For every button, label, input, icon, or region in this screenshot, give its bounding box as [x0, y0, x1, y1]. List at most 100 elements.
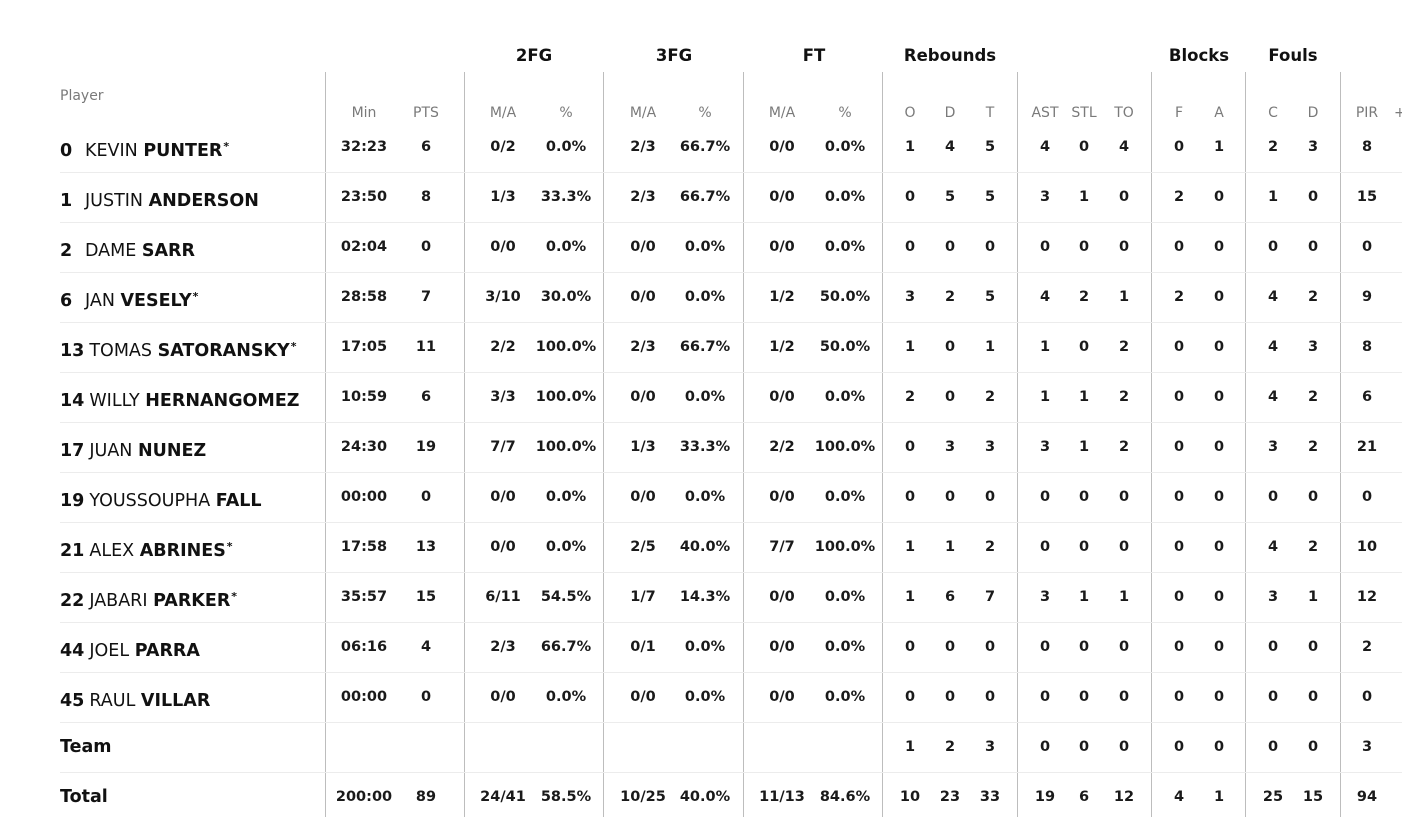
stat-fg2-pct: 100.0% — [535, 389, 597, 405]
stat-reb-d: 6 — [944, 589, 956, 605]
stat-stl: 0 — [1078, 239, 1090, 255]
stat-pir: 6 — [1361, 389, 1373, 405]
stat-stl: 1 — [1078, 189, 1090, 205]
stat-ft-pct: 0.0% — [824, 239, 866, 255]
player-number: 17 — [60, 441, 85, 461]
player-name: 22 JABARI PARKER* — [60, 572, 237, 622]
stat-fg3-ma: 2/3 — [630, 339, 656, 355]
player-last-name: ABRINES — [139, 541, 226, 561]
stat-ft-ma: 0/0 — [769, 189, 795, 205]
stat-ast: 1 — [1039, 389, 1051, 405]
team-row: Team 1 2 3 0 0 0 0 0 0 0 3 — [0, 722, 1402, 772]
stat-blk-f: 0 — [1173, 239, 1185, 255]
stat-pir: 10 — [1356, 539, 1378, 555]
stat-foul-c: 4 — [1267, 389, 1279, 405]
player-first-name: JAN — [85, 291, 115, 311]
stat-blk-f: 0 — [1173, 439, 1185, 455]
column-header-to: TO — [1114, 105, 1134, 121]
stat-reb-d: 2 — [944, 739, 956, 755]
stat-reb-d: 23 — [939, 789, 961, 805]
starter-marker: * — [223, 140, 230, 153]
stat-blk-a: 0 — [1213, 689, 1225, 705]
starter-marker: * — [192, 290, 199, 303]
stat-ast: 4 — [1039, 139, 1051, 155]
stat-foul-d: 0 — [1307, 689, 1319, 705]
stat-blk-a: 0 — [1213, 539, 1225, 555]
table-row: 2 DAME SARR 02:04 0 0/0 0.0% 0/0 0.0% 0/0 0.0% 0 0 0… — [0, 222, 1402, 272]
row-divider — [60, 722, 1402, 723]
player-number: 14 — [60, 391, 85, 411]
stat-fg3-ma: 1/3 — [630, 439, 656, 455]
stat-fg2-ma: 24/41 — [480, 789, 526, 805]
player-number: 21 — [60, 541, 85, 561]
column-header-reb-o: O — [904, 105, 916, 121]
player-number: 13 — [60, 341, 85, 361]
player-last-name: SATORANSKY — [157, 341, 290, 361]
table-row: 21 ALEX ABRINES* 17:58 13 0/0 0.0% 2/5 40.0% 7/7… — [0, 522, 1402, 572]
stat-blk-f: 0 — [1173, 739, 1185, 755]
stat-ast: 0 — [1039, 489, 1051, 505]
player-number: 6 — [60, 291, 73, 311]
table-row: 13 TOMAS SATORANSKY* 17:05 11 2/2 100.0% 2/3 66… — [0, 322, 1402, 372]
stat-reb-o: 10 — [899, 789, 921, 805]
starter-marker: * — [226, 540, 233, 553]
stat-to: 0 — [1118, 689, 1130, 705]
stat-foul-d: 0 — [1307, 239, 1319, 255]
stat-reb-d: 0 — [944, 639, 956, 655]
player-number: 1 — [60, 191, 73, 211]
column-header-pir: PIR — [1355, 105, 1379, 121]
stat-reb-t: 2 — [984, 389, 996, 405]
stat-fg2-pct: 0.0% — [545, 239, 587, 255]
stat-reb-t: 3 — [984, 739, 996, 755]
row-divider — [60, 372, 1402, 373]
stat-blk-a: 1 — [1213, 789, 1225, 805]
stat-blk-f: 0 — [1173, 139, 1185, 155]
player-number: 2 — [60, 241, 73, 261]
stat-reb-d: 0 — [944, 339, 956, 355]
stat-fg2-pct: 100.0% — [535, 339, 597, 355]
stat-reb-d: 0 — [944, 389, 956, 405]
player-name: 13 TOMAS SATORANSKY* — [60, 322, 296, 372]
player-name: 2 DAME SARR — [60, 222, 196, 272]
stat-fg2-pct: 54.5% — [540, 589, 592, 605]
stat-reb-o: 0 — [904, 639, 916, 655]
group-header-ft: FT — [802, 46, 826, 65]
stat-blk-a: 0 — [1213, 189, 1225, 205]
table-row: 14 WILLY HERNANGOMEZ 10:59 6 3/3 100.0% 0/0 0.0… — [0, 372, 1402, 422]
player-first-name: JOEL — [89, 641, 130, 661]
stat-foul-c: 4 — [1267, 339, 1279, 355]
stat-to: 0 — [1118, 239, 1130, 255]
team-label: Team — [60, 722, 112, 772]
stat-blk-f: 2 — [1173, 289, 1185, 305]
stat-blk-a: 0 — [1213, 239, 1225, 255]
stat-stl: 1 — [1078, 439, 1090, 455]
stat-foul-d: 0 — [1307, 189, 1319, 205]
stat-fg2-ma: 0/0 — [490, 539, 516, 555]
stat-ft-pct: 50.0% — [819, 289, 871, 305]
stat-stl: 2 — [1078, 289, 1090, 305]
stat-fg2-ma: 0/2 — [490, 139, 516, 155]
row-divider — [60, 422, 1402, 423]
stat-to: 0 — [1118, 489, 1130, 505]
column-header-reb-t: T — [985, 105, 995, 121]
stat-reb-o: 1 — [904, 539, 916, 555]
stat-foul-c: 25 — [1262, 789, 1284, 805]
stat-pts: 0 — [420, 489, 432, 505]
stat-fg3-ma: 10/25 — [620, 789, 666, 805]
column-divider — [1245, 72, 1246, 817]
player-number: 45 — [60, 691, 85, 711]
player-name: 21 ALEX ABRINES* — [60, 522, 233, 572]
row-divider — [60, 272, 1402, 273]
stat-foul-c: 0 — [1267, 239, 1279, 255]
stat-min: 23:50 — [340, 189, 388, 205]
group-header-fouls: Fouls — [1268, 46, 1318, 65]
stat-reb-t: 1 — [984, 339, 996, 355]
stat-ft-pct: 100.0% — [814, 439, 876, 455]
stat-pts: 8 — [420, 189, 432, 205]
stat-stl: 0 — [1078, 339, 1090, 355]
stat-min: 00:00 — [340, 689, 388, 705]
stat-fg3-ma: 0/1 — [630, 639, 656, 655]
column-header-ast: AST — [1031, 105, 1059, 121]
stat-stl: 1 — [1078, 389, 1090, 405]
player-first-name: YOUSSOUPHA — [89, 491, 211, 511]
